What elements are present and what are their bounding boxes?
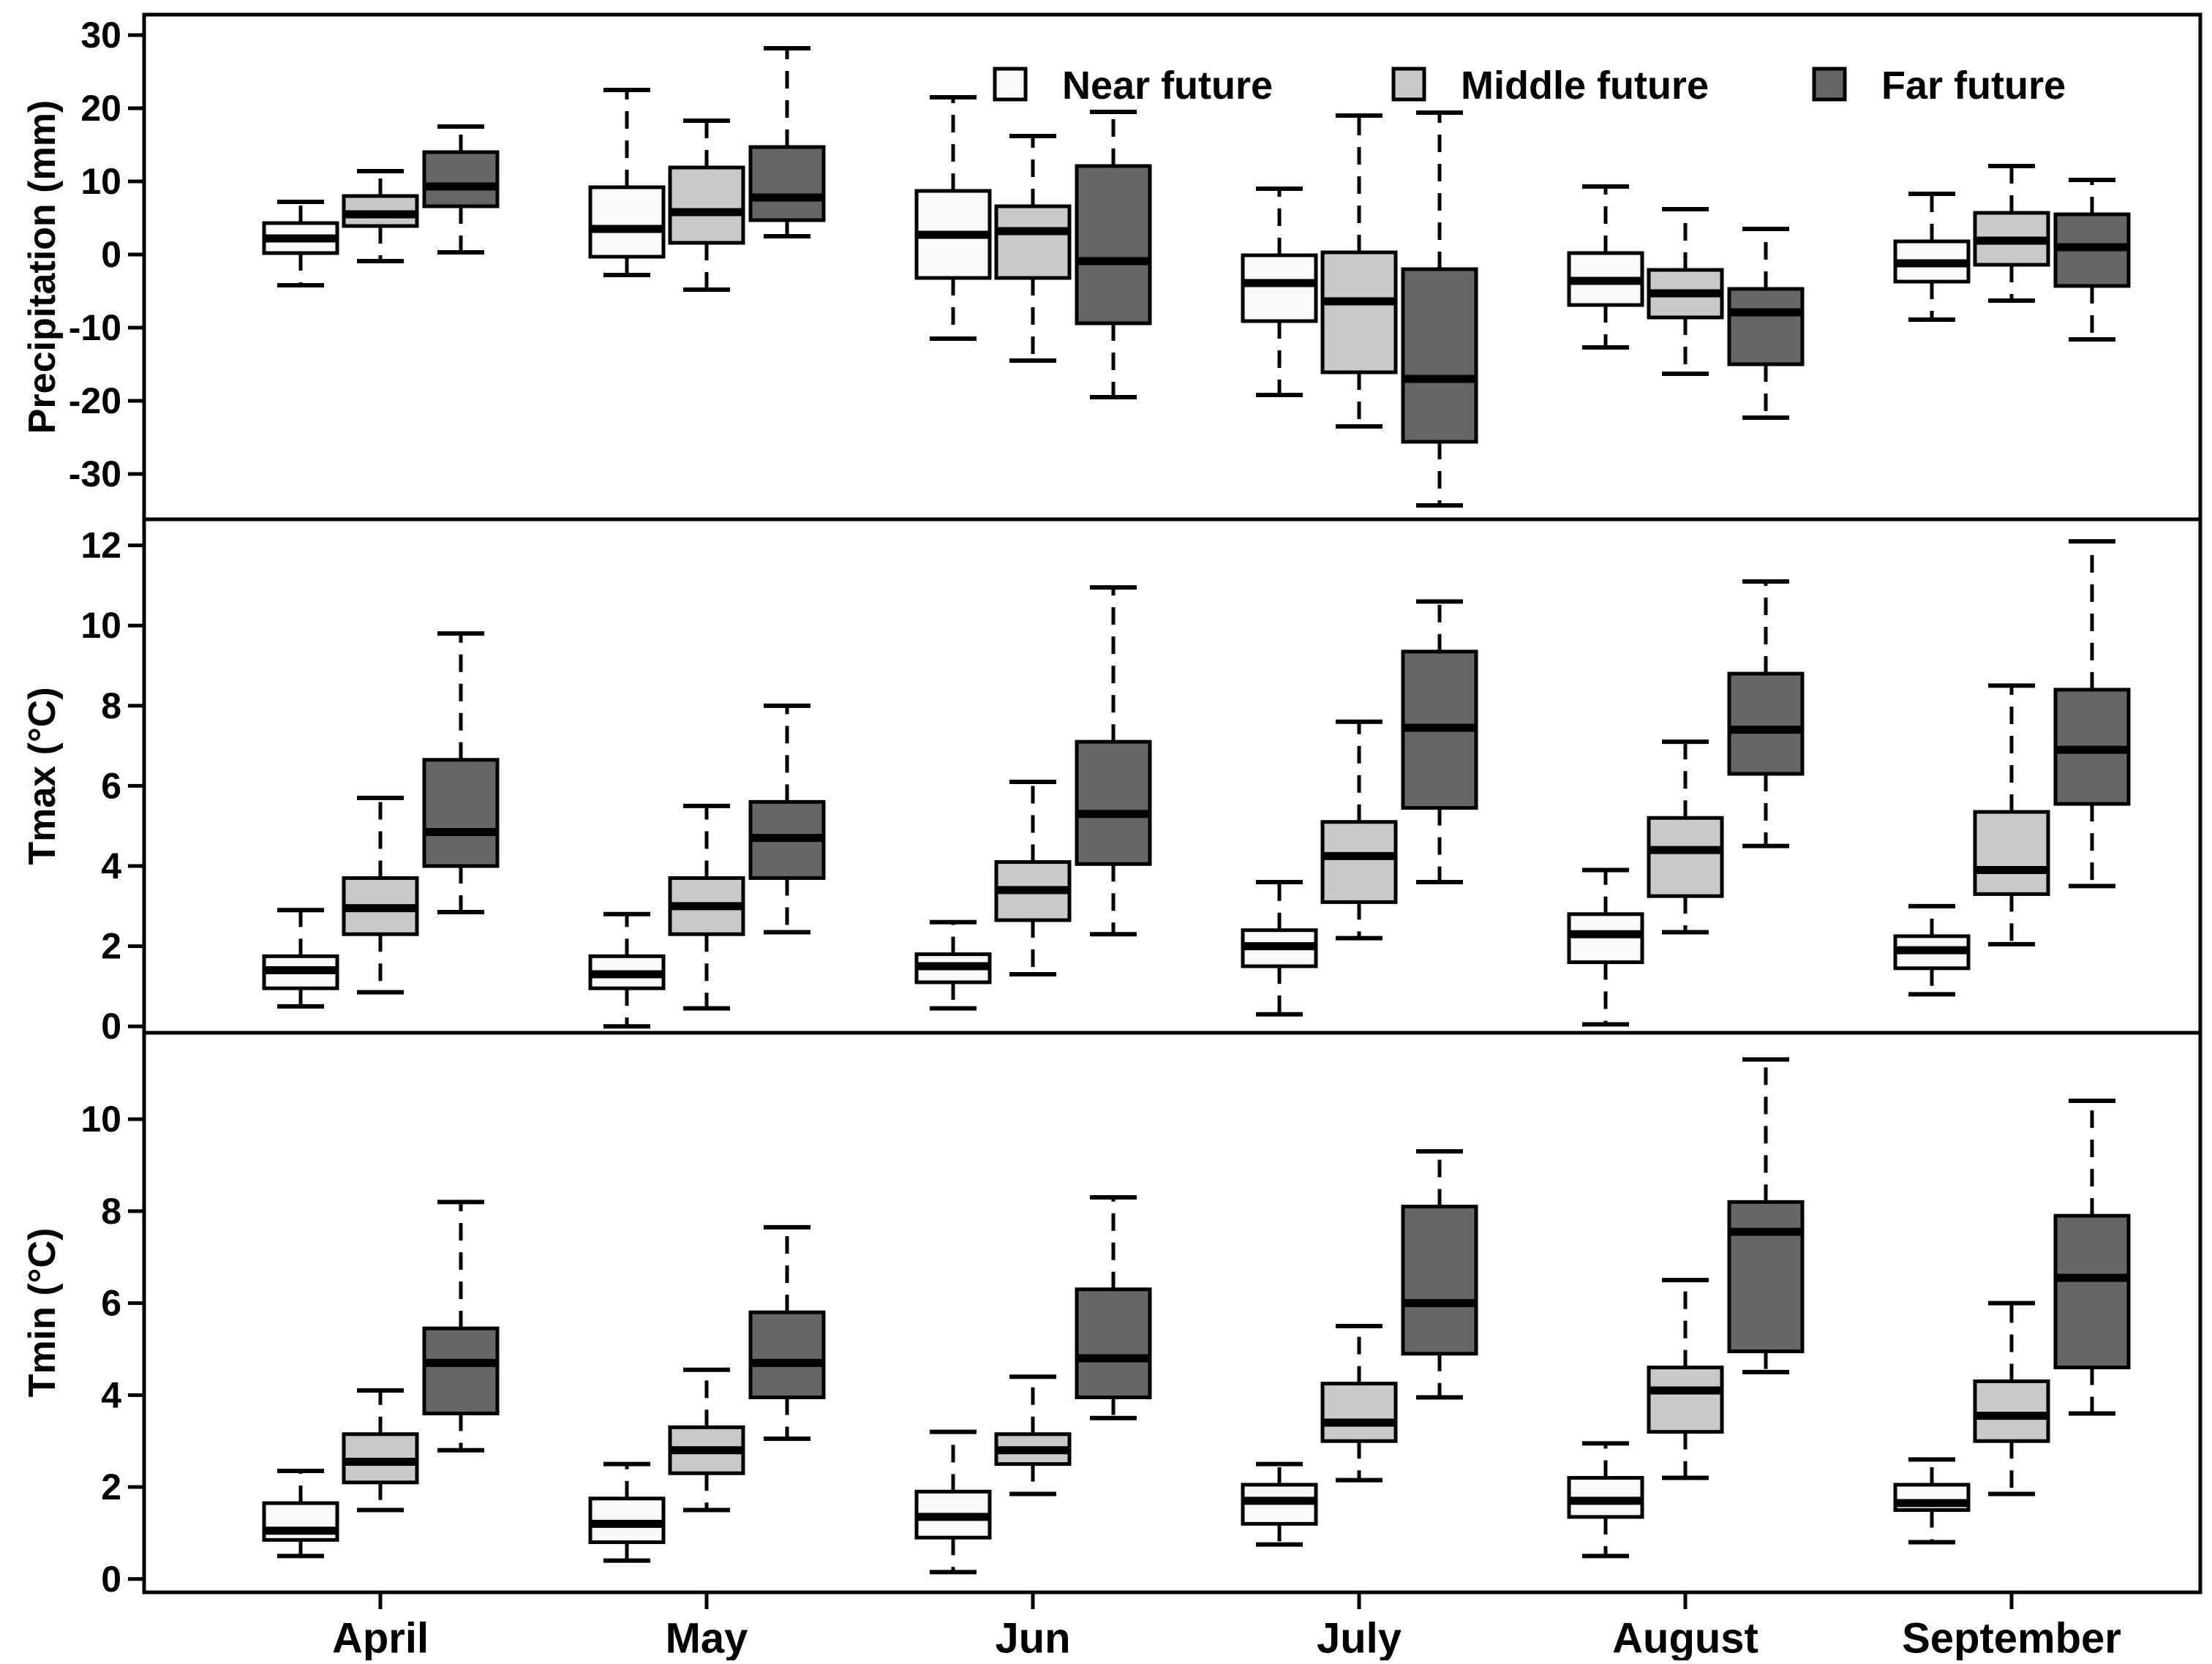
precipitation-july-near-box: [1241, 253, 1318, 323]
y-tick-label-tmin: 0: [101, 1559, 121, 1600]
legend-swatch-middle: [1391, 67, 1426, 102]
tmin-may-far-box: [748, 1310, 826, 1399]
y-tick-label-tmax: 8: [101, 685, 121, 726]
x-category-label-april: April: [332, 1615, 429, 1661]
x-category-label-august: August: [1612, 1615, 1758, 1661]
y-axis-title-precipitation: Precipitation (mm): [21, 100, 64, 434]
x-category-label-may: May: [666, 1615, 748, 1661]
tmin-july-middle-box: [1320, 1382, 1398, 1443]
y-tick-label-precipitation: -30: [69, 453, 121, 494]
legend-label-middle: Middle future: [1461, 64, 1709, 108]
tmax-august-middle-box: [1647, 816, 1724, 898]
y-tick-label-precipitation: 30: [80, 15, 121, 56]
tmin-august-far-box: [1727, 1200, 1805, 1354]
y-tick-label-tmin: 6: [101, 1283, 121, 1324]
tmin-april-far-box: [422, 1326, 500, 1415]
precipitation-may-far-box: [748, 145, 826, 222]
tmax-jun-far-box: [1075, 739, 1152, 866]
tmax-april-far-box: [422, 758, 500, 868]
legend-swatch-near: [993, 67, 1028, 102]
precipitation-july-middle-box: [1320, 250, 1398, 374]
y-tick-label-precipitation: 10: [80, 161, 121, 202]
tmin-september-middle-box: [1973, 1379, 2050, 1443]
y-tick-label-precipitation: 0: [101, 234, 121, 275]
y-tick-label-tmin: 10: [80, 1099, 121, 1140]
tmin-july-far-box: [1401, 1205, 1478, 1356]
legend-label-near: Near future: [1062, 64, 1273, 108]
y-tick-label-tmax: 10: [80, 605, 121, 646]
tmin-august-middle-box: [1647, 1366, 1724, 1434]
precipitation-july-far-box: [1401, 267, 1478, 444]
y-tick-label-tmax: 0: [101, 1006, 121, 1047]
precipitation-may-near-box: [588, 185, 666, 259]
tmin-jun-far-box: [1075, 1287, 1152, 1399]
y-tick-label-tmin: 4: [101, 1374, 121, 1415]
tmax-september-middle-box: [1973, 810, 2050, 896]
tmax-july-middle-box: [1320, 820, 1398, 904]
legend-label-far: Far future: [1881, 64, 2066, 108]
y-tick-label-precipitation: -20: [69, 380, 121, 421]
y-tick-label-precipitation: 20: [80, 88, 121, 129]
panel-border-tmin: [142, 1031, 2202, 1595]
y-tick-label-tmax: 12: [80, 525, 121, 566]
y-tick-label-tmax: 2: [101, 926, 121, 967]
tmin-september-far-box: [2053, 1213, 2131, 1370]
y-tick-label-tmax: 6: [101, 765, 121, 806]
precipitation-jun-middle-box: [994, 204, 1072, 280]
y-axis-title-tmin: Tmin (°C): [21, 1228, 64, 1398]
y-tick-label-precipitation: -10: [69, 307, 121, 348]
y-axis-title-tmax: Tmax (°C): [21, 687, 64, 865]
precipitation-jun-far-box: [1075, 164, 1152, 325]
precipitation-april-far-box: [422, 150, 500, 208]
x-category-label-july: July: [1317, 1615, 1402, 1661]
legend-swatch-far: [1812, 67, 1847, 102]
x-category-label-jun: Jun: [995, 1615, 1070, 1661]
y-tick-label-tmax: 4: [101, 846, 121, 886]
y-tick-label-tmin: 2: [101, 1467, 121, 1507]
precipitation-may-middle-box: [668, 165, 745, 245]
x-category-label-september: September: [1902, 1615, 2121, 1661]
precipitation-august-far-box: [1727, 287, 1805, 366]
tmax-august-far-box: [1727, 671, 1805, 776]
y-tick-label-tmin: 8: [101, 1191, 121, 1232]
